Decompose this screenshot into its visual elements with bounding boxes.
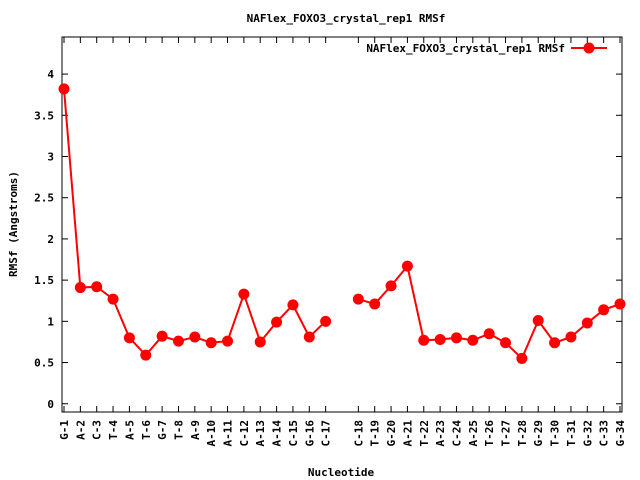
x-tick-label: A-2 [74, 420, 87, 440]
y-axis-label: RMSf (Angstroms) [7, 171, 20, 277]
x-tick-label: C-18 [352, 420, 365, 447]
x-tick-label: T-19 [369, 420, 382, 447]
x-axis-label: Nucleotide [308, 466, 375, 479]
y-tick-label: 1 [47, 315, 54, 328]
x-tick-label: A-10 [205, 420, 218, 447]
x-tick-label: T-6 [140, 420, 153, 440]
x-tick-label: C-33 [598, 420, 611, 447]
data-point [156, 330, 168, 342]
y-tick-label: 4 [47, 68, 54, 81]
x-tick-label: T-31 [565, 420, 578, 447]
data-point [205, 337, 217, 349]
data-point [74, 282, 86, 294]
x-tick-label: G-20 [385, 420, 398, 447]
data-point [614, 298, 626, 310]
x-tick-label: A-11 [222, 420, 235, 447]
series-line-segment [63, 88, 327, 357]
data-point [598, 304, 610, 316]
x-tick-label: G-16 [303, 420, 316, 447]
data-point [140, 349, 152, 361]
y-tick-label: 1.5 [34, 274, 54, 287]
data-point [58, 83, 70, 95]
data-point [271, 316, 283, 328]
legend-label: NAFlex_FOXO3_crystal_rep1 RMSf [366, 42, 565, 55]
data-point [418, 334, 430, 346]
x-tick-label: A-25 [467, 420, 480, 447]
legend: NAFlex_FOXO3_crystal_rep1 RMSf [366, 42, 607, 55]
y-tick-label: 3 [47, 151, 54, 164]
data-point [483, 328, 495, 340]
data-point [500, 337, 512, 349]
data-point [172, 335, 184, 347]
x-tick-label: C-15 [287, 420, 300, 447]
y-tick-label: 0 [47, 398, 54, 411]
data-point [352, 293, 364, 305]
x-tick-label: T-27 [500, 420, 513, 447]
chart-title: NAFlex_FOXO3_crystal_rep1 RMSf [247, 12, 446, 25]
data-point [401, 260, 413, 272]
data-point [516, 352, 528, 364]
x-tick-label: C-17 [320, 420, 333, 447]
data-point [565, 331, 577, 343]
data-point [385, 280, 397, 292]
x-tick-label: G-7 [156, 420, 169, 440]
data-point [450, 332, 462, 344]
x-tick-label: G-32 [581, 420, 594, 447]
legend-marker-sample [583, 42, 595, 54]
x-tick-label: G-34 [614, 420, 627, 447]
data-point [369, 298, 381, 310]
x-tick-label: A-13 [254, 420, 267, 447]
data-point [434, 333, 446, 345]
data-point [91, 281, 103, 293]
data-point [222, 335, 234, 347]
x-tick-label: A-21 [401, 420, 414, 447]
data-point [238, 288, 250, 300]
x-tick-label: T-30 [549, 420, 562, 447]
series-line-segment [358, 263, 621, 361]
x-axis: G-1 A-2 C-3 T-4 A-5 T-6 G-7 T-8 A-9 A-10 A-11 C-12 A… [58, 37, 627, 447]
y-tick-label: 2.5 [34, 192, 54, 205]
x-tick-label: T-22 [418, 420, 431, 447]
data-point [303, 331, 315, 343]
y-tick-label: 2 [47, 233, 54, 246]
x-tick-label: G-1 [58, 420, 71, 440]
x-tick-label: C-24 [450, 420, 463, 447]
x-tick-label: C-3 [91, 420, 104, 440]
x-tick-label: A-23 [434, 420, 447, 447]
data-point [467, 334, 479, 346]
x-tick-label: A-9 [189, 420, 202, 440]
series-points-group [58, 83, 626, 364]
data-point [549, 337, 561, 349]
data-point [123, 332, 135, 344]
x-tick-label: T-28 [516, 420, 529, 447]
data-point [581, 317, 593, 329]
x-tick-label: G-29 [532, 420, 545, 447]
data-point [287, 299, 299, 311]
data-point [189, 331, 201, 343]
x-tick-label: T-4 [107, 420, 120, 440]
plot-frame [61, 36, 623, 413]
y-axis: 0 0.5 1 1.5 2 2.5 3 3.5 4 [34, 68, 622, 411]
x-tick-label: A-14 [271, 420, 284, 447]
y-tick-label: 0.5 [34, 357, 54, 370]
x-tick-label: T-26 [483, 420, 496, 447]
x-tick-label: C-12 [238, 420, 251, 447]
data-point [254, 336, 266, 348]
data-point [107, 293, 119, 305]
data-point [532, 315, 544, 327]
data-point [320, 315, 332, 327]
y-tick-label: 3.5 [34, 109, 54, 122]
x-tick-label: A-5 [123, 420, 136, 440]
x-tick-label: T-8 [172, 420, 185, 440]
